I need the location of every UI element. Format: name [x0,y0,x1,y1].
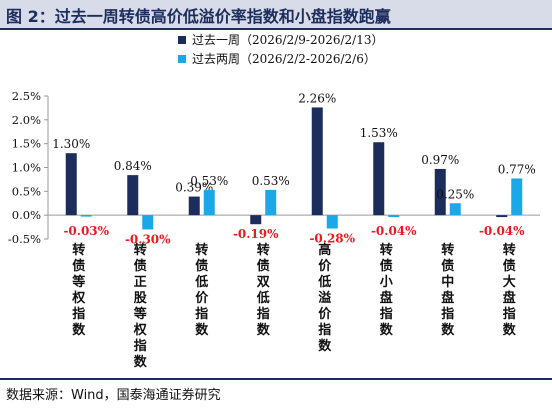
data-label-s1-5: 2.26% [298,91,336,105]
x-category-label-char: 股 [134,291,147,306]
legend-swatch-1 [178,36,186,44]
data-label-s2-5: -0.28% [309,232,355,246]
bar-s1-1 [65,153,77,216]
y-tick-label: 0.0% [12,208,41,222]
x-category-label-char: 转 [257,242,270,258]
bar-s1-6 [373,142,385,216]
data-label-s2-8: 0.77% [498,162,536,176]
bar-s1-7 [434,168,446,216]
x-category-label-char: 中 [441,274,454,290]
x-category-label-char: 指 [441,306,454,322]
x-category-label-char: 价 [318,259,332,274]
x-category-label-char: 正 [134,275,147,290]
x-category-label-char: 指 [318,322,331,338]
x-category-label-char: 债 [72,258,85,274]
x-category-label-char: 数 [441,322,455,338]
bar-s2-1 [80,215,92,217]
bar-s2-2 [142,215,154,230]
x-category-label-char: 转 [134,242,147,258]
data-label-s2-6: -0.04% [371,224,417,238]
x-category-label-char: 溢 [318,290,331,306]
x-category-label-char: 转 [380,242,393,258]
x-category-label-char: 等 [133,306,147,322]
chart-area: 过去一周（2026/2/9-2026/2/13） 过去两周（2026/2/2-20… [0,30,552,375]
x-category-label-char: 低 [194,274,208,290]
x-category-label-char: 债 [503,258,516,274]
x-category-label-char: 权 [71,290,86,306]
data-label-s1-8: -0.04% [479,224,525,238]
y-tick-label: 1.5% [12,137,41,151]
x-category-label-char: 数 [380,322,394,338]
x-category-label-char: 转 [195,242,208,258]
bar-s2-4 [265,189,277,216]
x-category-label-char: 价 [195,291,209,306]
figure-title: 图 2：过去一周转债高价低溢价率指数和小盘指数跑赢 [6,7,391,26]
y-tick-label: 0.5% [12,184,41,198]
bar-s2-8 [511,178,523,216]
x-category-label-char: 盘 [503,290,516,306]
x-category-label-char: 转 [441,242,454,258]
x-category-label-char: 债 [257,258,270,274]
data-label-s1-7: 0.97% [421,153,459,167]
x-category-label-char: 盘 [380,290,393,306]
x-category-label-char: 低 [256,290,270,306]
data-label-s1-1: 1.30% [52,137,90,151]
bar-s1-8 [496,215,508,218]
y-tick-label: 2.5% [12,89,41,103]
x-category-label-char: 双 [257,275,270,290]
y-tick-label: 1.0% [12,161,41,175]
x-category-label-char: 转 [72,242,85,258]
data-label-s2-1: -0.03% [63,224,109,238]
x-category-label-char: 债 [134,258,147,274]
data-label-s1-4: -0.19% [233,227,279,241]
x-category-label-char: 数 [195,322,209,338]
x-category-label-char: 价 [318,307,332,322]
x-category-label-char: 数 [318,338,332,354]
data-label-s2-4: 0.53% [252,174,290,188]
bar-s1-4 [250,215,262,225]
x-category-label-char: 转 [503,242,516,258]
x-category-label-char: 数 [72,322,86,338]
x-category-label-char: 债 [195,258,208,274]
x-category-label-char: 指 [134,338,147,354]
y-tick-label: 2.0% [12,113,41,127]
data-label-s2-7: 0.25% [436,187,474,201]
x-category-label-char: 小 [380,275,393,290]
x-category-label-char: 盘 [441,290,454,306]
data-label-s2-2: -0.30% [125,232,171,246]
bar-s1-2 [127,175,139,216]
x-category-label-char: 等 [71,274,85,290]
bar-s2-5 [326,215,338,229]
x-category-label-char: 数 [134,354,148,370]
y-tick-label: -0.5% [8,232,41,246]
x-category-label-char: 指 [257,306,270,322]
bar-s2-3 [203,189,215,216]
x-category-label-char: 低 [317,274,331,290]
x-category-label-char: 债 [441,258,454,274]
x-category-label-char: 指 [195,306,208,322]
legend-label-1: 过去一周（2026/2/9-2026/2/13） [192,33,383,47]
source-divider [0,378,552,380]
x-category-label-char: 债 [380,258,393,274]
bar-s1-5 [311,107,323,216]
legend-label-2: 过去两周（2026/2/2-2026/2/6） [192,52,376,66]
bar-s2-6 [388,215,400,218]
x-category-label-char: 指 [503,306,516,322]
bar-s1-3 [188,196,200,216]
figure-title-bar: 图 2：过去一周转债高价低溢价率指数和小盘指数跑赢 [0,0,552,30]
x-category-label-char: 指 [380,306,393,322]
x-category-label-char: 数 [503,322,517,338]
data-label-s2-3: 0.53% [190,174,228,188]
bar-s2-7 [449,203,461,216]
bar-chart: 过去一周（2026/2/9-2026/2/13） 过去两周（2026/2/2-20… [8,33,540,370]
x-category-label-char: 权 [133,322,148,338]
x-category-label-char: 指 [72,306,85,322]
data-label-s1-6: 1.53% [360,126,398,140]
x-category-label-char: 数 [257,322,271,338]
legend-swatch-2 [178,55,186,63]
data-label-s1-2: 0.84% [114,159,152,173]
source-note: 数据来源：Wind，国泰海通证券研究 [6,388,221,403]
x-category-label-char: 大 [503,274,516,290]
x-category-label-char: 高 [318,242,331,258]
